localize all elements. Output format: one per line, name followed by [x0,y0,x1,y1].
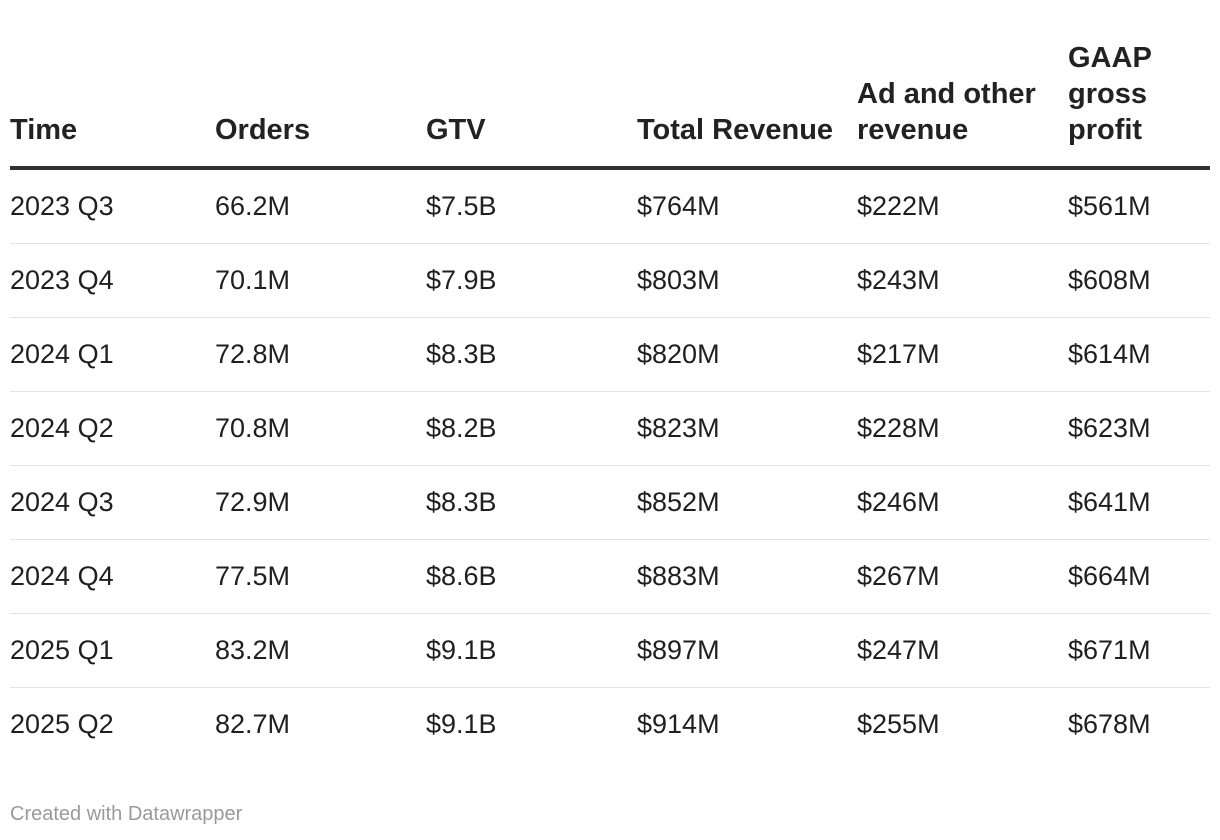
table-cell: $852M [637,465,857,540]
table-cell: $217M [857,317,1068,392]
column-header: Ad and other revenue [857,40,1068,170]
table-cell: $614M [1068,317,1210,392]
table-cell: $9.1B [426,613,637,688]
table-cell: $8.3B [426,317,637,392]
table-body: 2023 Q3 66.2M $7.5B $764M $222M $561M 2023 Q4 7… [10,168,1210,761]
table-row: 2025 Q1 83.2M $9.1B $897M $247M $671M [10,613,1210,688]
table-row: 2024 Q2 70.8M $8.2B $823M $228M $623M [10,391,1210,466]
table-cell: $823M [637,391,857,466]
table-cell: $914M [637,709,720,739]
table-cell: $678M [1068,709,1151,739]
table-cell: 2025 Q1 [10,613,215,688]
table-row: 2024 Q4 77.5M $8.6B $883M $267M $664M [10,539,1210,614]
table-cell: 2024 Q4 [10,539,215,614]
table-cell: 77.5M [215,539,426,614]
header-row: Time Orders GTV Total Revenue Ad and other r… [10,40,1210,170]
table-cell: 2024 Q3 [10,465,215,540]
column-header: Total Revenue [637,40,857,170]
table-cell: $228M [857,391,1068,466]
table-cell: $897M [637,613,857,688]
table-cell: $561M [1068,168,1210,244]
table-cell: $820M [637,317,857,392]
table-cell: $9.1B [426,709,497,739]
table-cell: $883M [637,539,857,614]
table-cell: $8.2B [426,391,637,466]
table-cell: $222M [857,168,1068,244]
table-cell: 2024 Q1 [10,317,215,392]
column-header: Orders [215,40,426,170]
data-table-container: Time Orders GTV Total Revenue Ad and other r… [10,40,1210,761]
table-cell: 66.2M [215,168,426,244]
table-cell: $246M [857,465,1068,540]
table-row: 2024 Q1 72.8M $8.3B $820M $217M $614M [10,317,1210,392]
table-cell: $243M [857,243,1068,318]
column-header: Time [10,40,215,170]
table-cell: $255M [857,709,940,739]
table-cell: $671M [1068,613,1210,688]
table-cell: 83.2M [215,613,426,688]
table-row: 2023 Q4 70.1M $7.9B $803M $243M $608M [10,243,1210,318]
table-header: Time Orders GTV Total Revenue Ad and other r… [10,40,1210,170]
column-header: GAAP gross profit [1068,40,1210,170]
table-cell: $7.5B [426,168,637,244]
table-cell: 70.8M [215,391,426,466]
table-cell: $641M [1068,465,1210,540]
table-cell: $664M [1068,539,1210,614]
table-cell: $8.3B [426,465,637,540]
table-row: 2023 Q3 66.2M $7.5B $764M $222M $561M [10,168,1210,244]
table-cell: 70.1M [215,243,426,318]
data-table: Time Orders GTV Total Revenue Ad and other r… [10,40,1210,761]
column-header: GTV [426,40,637,170]
table-cell: $803M [637,243,857,318]
table-row: 2024 Q3 72.9M $8.3B $852M $246M $641M [10,465,1210,540]
table-cell: 2025 Q2 [10,709,114,739]
table-cell: 72.8M [215,317,426,392]
table-cell: $247M [857,613,1068,688]
table-cell: $7.9B [426,243,637,318]
table-cell: 72.9M [215,465,426,540]
table-cell: 2023 Q4 [10,243,215,318]
table-row: 2025 Q2 82.7M $9.1B $914M $255M $678M [10,688,1210,762]
datawrapper-credit[interactable]: Created with Datawrapper [10,803,243,825]
table-cell: $623M [1068,391,1210,466]
table-cell: $267M [857,539,1068,614]
table-cell: $608M [1068,243,1210,318]
table-cell: 2023 Q3 [10,168,215,244]
table-cell: $8.6B [426,539,637,614]
table-cell: 2024 Q2 [10,391,215,466]
table-cell: 82.7M [215,709,291,739]
table-cell: $764M [637,168,857,244]
